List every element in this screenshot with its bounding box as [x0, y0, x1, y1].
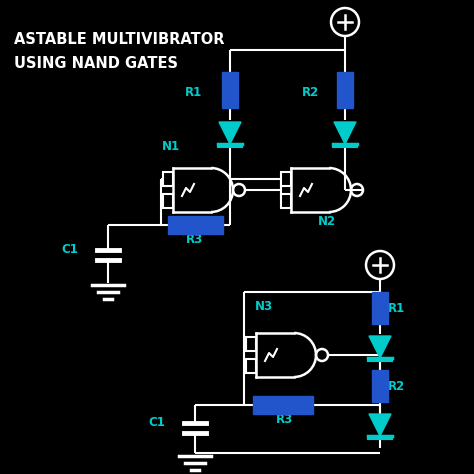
Polygon shape [334, 122, 356, 144]
Bar [163, 194, 173, 208]
Bar [222, 72, 238, 108]
Text: C1: C1 [61, 243, 78, 256]
Polygon shape [219, 122, 241, 144]
Bar [372, 292, 388, 324]
Polygon shape [369, 414, 391, 436]
Text: N1: N1 [162, 140, 180, 153]
Text: N3: N3 [255, 300, 273, 313]
Bar [281, 172, 291, 186]
Text: C1: C1 [148, 416, 165, 429]
Text: R3: R3 [185, 233, 203, 246]
Bar [163, 172, 173, 186]
Bar [246, 359, 256, 373]
Text: ASTABLE MULTIVIBRATOR: ASTABLE MULTIVIBRATOR [14, 32, 225, 47]
Text: R3: R3 [275, 413, 293, 426]
Text: R1: R1 [388, 301, 405, 315]
Bar [246, 337, 256, 351]
Text: USING NAND GATES: USING NAND GATES [14, 56, 178, 71]
Text: R2: R2 [388, 380, 405, 392]
Bar [372, 370, 388, 402]
Bar [337, 72, 353, 108]
Bar [168, 216, 223, 234]
Text: R2: R2 [302, 85, 319, 99]
Text: N2: N2 [318, 215, 336, 228]
Bar [254, 396, 313, 414]
Text: R1: R1 [185, 85, 202, 99]
Polygon shape [369, 336, 391, 358]
Bar [281, 194, 291, 208]
